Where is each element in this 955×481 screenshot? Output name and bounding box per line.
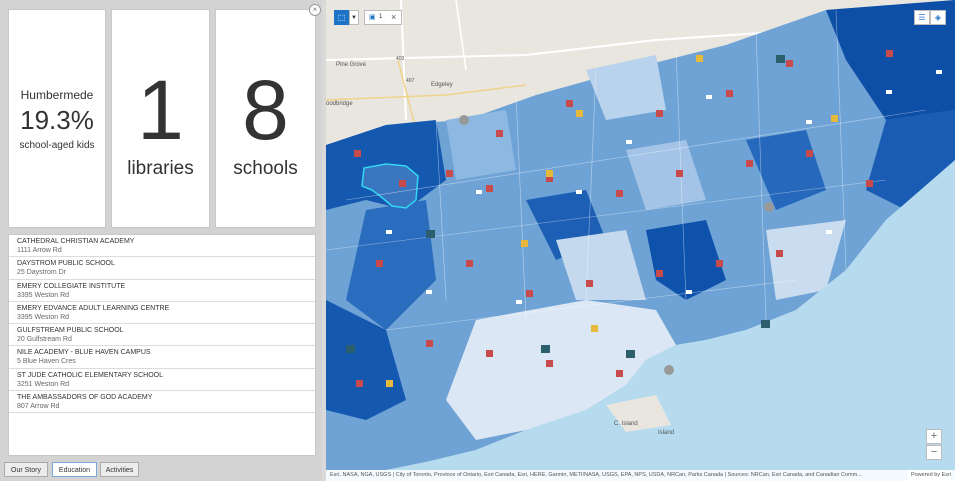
libraries-card: 1 libraries (111, 9, 210, 228)
school-name: NILE ACADEMY - BLUE HAVEN CAMPUS (17, 349, 151, 357)
school-address: 3251 Weston Rd (17, 380, 70, 388)
neighbourhood-boundaries (326, 9, 927, 331)
school-aged-label: school-aged kids (19, 140, 95, 151)
school-name: ST JUDE CATHOLIC ELEMENTARY SCHOOL (17, 371, 163, 379)
area-name: Humbermede (20, 88, 94, 102)
school-address: 3395 Weston Rd (17, 313, 70, 321)
choropleth-light (446, 110, 516, 180)
school-address: 3395 Weston Rd (17, 291, 70, 299)
cluster-marker (459, 115, 469, 125)
list-item[interactable]: GULFSTREAM PUBLIC SCHOOL 20 Gulfstream R… (9, 324, 315, 347)
cluster-marker (664, 365, 674, 375)
selected-neighbourhood (361, 163, 419, 209)
toronto-islands (606, 395, 671, 432)
school-address: 25 Daystrom Dr (17, 269, 67, 277)
map-attribution: Esri, NASA, NGA, USGS | City of Toronto,… (326, 470, 955, 481)
choropleth-dark (866, 110, 955, 210)
zoom-in-button[interactable]: + (926, 429, 942, 444)
map-label-hwy-407: 407 (406, 78, 415, 84)
school-aged-percent: 19.3% (20, 105, 94, 135)
school-name: CATHEDRAL CHRISTIAN ACADEMY (17, 238, 135, 245)
school-list: CATHEDRAL CHRISTIAN ACADEMY 1111 Arrow R… (8, 234, 316, 456)
zoom-out-button[interactable]: − (926, 445, 942, 460)
choropleth-light (556, 230, 646, 300)
list-item[interactable]: CATHEDRAL CHRISTIAN ACADEMY 1111 Arrow R… (9, 235, 315, 258)
list-item[interactable]: ST JUDE CATHOLIC ELEMENTARY SCHOOL 3251 … (9, 369, 315, 392)
school-address: 1111 Arrow Rd (17, 247, 62, 254)
selection-status: ▣ 1 × (364, 10, 402, 25)
school-markers (346, 50, 893, 387)
area-summary-card: Humbermede 19.3% school-aged kids (8, 9, 106, 228)
legend-button[interactable]: ☰ (914, 10, 930, 25)
attribution-text: Esri, NASA, NGA, USGS | City of Toronto,… (330, 472, 862, 478)
list-item[interactable]: NILE ACADEMY - BLUE HAVEN CAMPUS 5 Blue … (9, 346, 315, 369)
left-panel: Humbermede 19.3% school-aged kids 1 libr… (0, 0, 322, 481)
map-view[interactable]: Pine Grove Edgeley oodbridge 400 407 C. … (326, 0, 955, 481)
select-tool-icon: ⬚ (337, 13, 346, 22)
list-item[interactable]: EMERY EDVANCE ADULT LEARNING CENTRE 3395… (9, 302, 315, 325)
layers-button[interactable]: ◈ (930, 10, 946, 25)
selection-count: 1 (379, 14, 383, 20)
choropleth-dark (646, 220, 726, 300)
map-label-edgeley: Edgeley (431, 82, 453, 88)
tab-activities[interactable]: Activities (100, 462, 139, 477)
school-name: THE AMBASSADORS OF GOD ACADEMY (17, 394, 153, 402)
panel-close-icon[interactable]: × (309, 4, 321, 16)
tab-education[interactable]: Education (52, 462, 97, 477)
lake-ontario (326, 160, 955, 481)
legend-icon: ☰ (918, 13, 926, 22)
choropleth-light (586, 55, 666, 120)
list-item[interactable]: THE AMBASSADORS OF GOD ACADEMY 807 Arrow… (9, 391, 315, 414)
clear-selection-icon[interactable]: × (391, 12, 397, 22)
map-canvas[interactable] (326, 0, 955, 481)
highway (397, 59, 417, 131)
chevron-down-icon: ▼ (351, 15, 357, 21)
school-address: 807 Arrow Rd (17, 403, 60, 411)
schools-card: 8 schools (215, 9, 316, 228)
school-name: DAYSTROM PUBLIC SCHOOL (17, 260, 115, 268)
selection-icon: ▣ (369, 14, 376, 21)
choropleth-dark (346, 200, 436, 330)
school-name: EMERY EDVANCE ADULT LEARNING CENTRE (17, 304, 170, 312)
choropleth-light (626, 140, 706, 210)
choropleth-dark (826, 0, 955, 120)
tab-our-story[interactable]: Our Story (4, 462, 48, 477)
highway (326, 84, 527, 101)
school-name: GULFSTREAM PUBLIC SCHOOL (17, 327, 124, 335)
list-item[interactable]: EMERY COLLEGIATE INSTITUTE 3395 Weston R… (9, 280, 315, 302)
schools-count: 8 (242, 63, 289, 157)
schools-label: schools (233, 158, 298, 179)
map-label-woodbridge: oodbridge (326, 101, 353, 107)
libraries-label: libraries (127, 158, 194, 179)
choropleth-lightest (446, 300, 676, 440)
school-address: 20 Gulfstream Rd (17, 336, 72, 344)
map-tool-button[interactable]: ⬚ (334, 10, 349, 25)
choropleth-light (766, 220, 846, 300)
school-address: 5 Blue Haven Cres (17, 358, 76, 366)
library-markers (386, 70, 942, 304)
map-label-island: C. Island (614, 421, 638, 427)
layers-icon: ◈ (934, 13, 942, 22)
powered-by-esri[interactable]: Powered by Esri (907, 470, 951, 481)
map-label-island-2: Island (658, 430, 675, 436)
tool-dropdown-button[interactable]: ▼ (349, 10, 359, 25)
map-label-hwy-400: 400 (396, 56, 405, 62)
road (455, 0, 467, 71)
school-name: EMERY COLLEGIATE INSTITUTE (17, 282, 126, 290)
map-label-pine-grove: Pine Grove (336, 62, 367, 68)
list-item[interactable]: DAYSTROM PUBLIC SCHOOL 25 Daystrom Dr (9, 257, 315, 280)
libraries-count: 1 (137, 63, 184, 157)
cluster-marker (764, 202, 774, 212)
